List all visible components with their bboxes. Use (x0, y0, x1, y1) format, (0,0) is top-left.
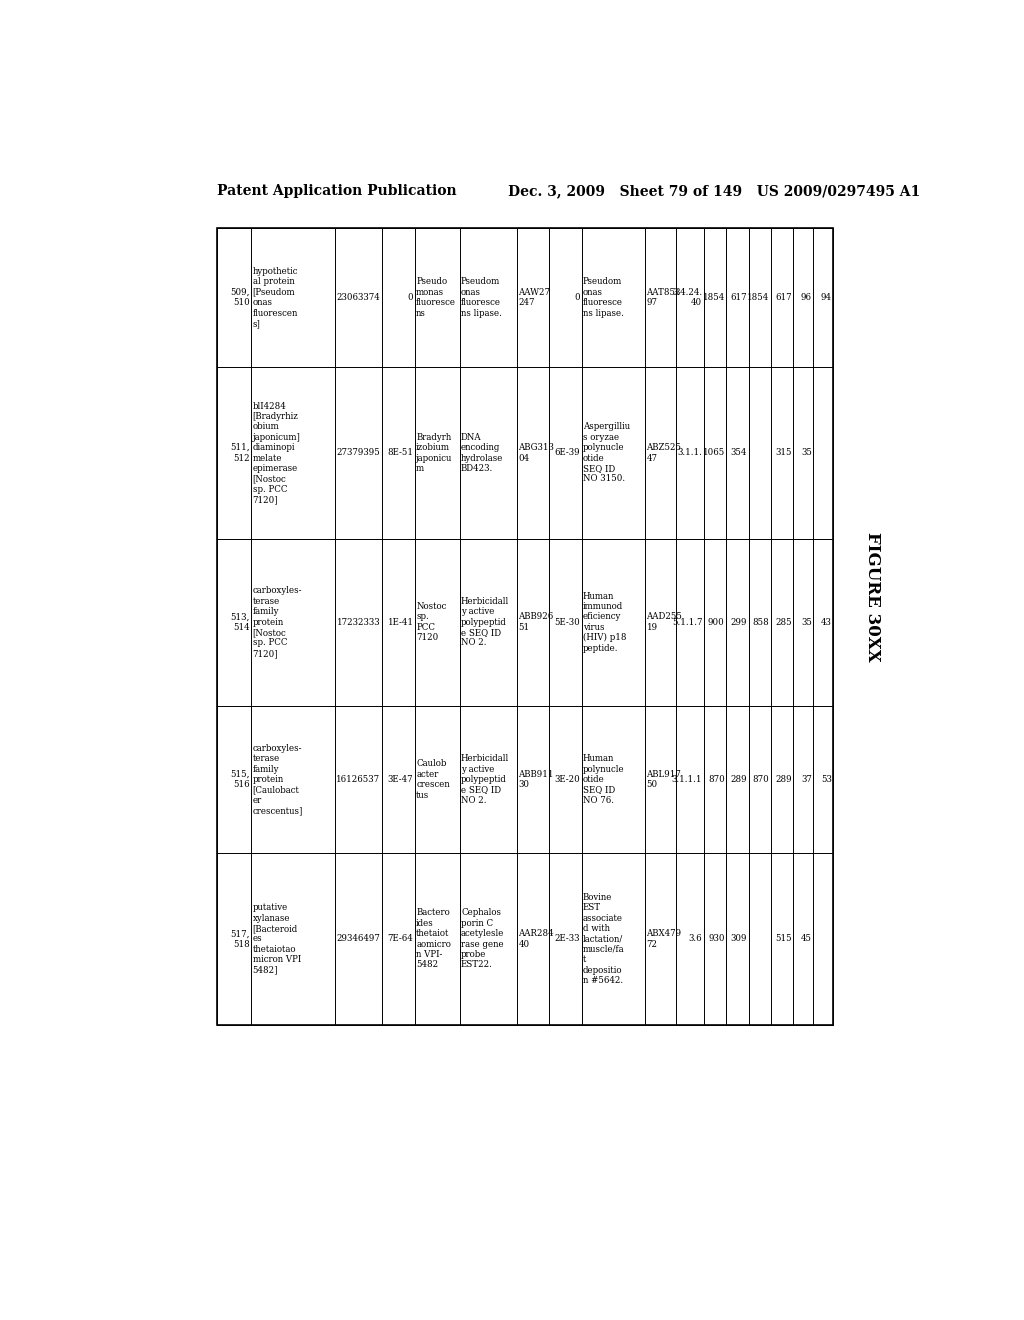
Text: 515: 515 (775, 935, 792, 944)
Text: 858: 858 (753, 618, 769, 627)
Text: 3.6: 3.6 (688, 935, 702, 944)
Text: blI4284
[Bradyrhiz
obium
japonicum]
diaminopi
melate
epimerase
[Nostoc
sp. PCC
7: blI4284 [Bradyrhiz obium japonicum] diam… (253, 401, 300, 504)
Text: 7E-64: 7E-64 (388, 935, 414, 944)
Text: 315: 315 (775, 449, 792, 457)
Text: Herbicidall
y active
polypeptid
e SEQ ID
NO 2.: Herbicidall y active polypeptid e SEQ ID… (461, 597, 509, 648)
Text: 3E-47: 3E-47 (388, 775, 414, 784)
Text: putative
xylanase
[Bacteroid
es
thetaiotao
micron VPI
5482]: putative xylanase [Bacteroid es thetaiot… (253, 903, 301, 974)
Text: 1854: 1854 (702, 293, 725, 302)
Text: 517,
518: 517, 518 (230, 929, 250, 949)
Text: 3E-20: 3E-20 (555, 775, 581, 784)
Text: 515,
516: 515, 516 (230, 770, 250, 789)
Text: 5.1.1.7: 5.1.1.7 (672, 618, 702, 627)
Text: Aspergilliu
s oryzae
polynucle
otide
SEQ ID
NO 3150.: Aspergilliu s oryzae polynucle otide SEQ… (583, 422, 630, 483)
Text: carboxyles-
terase
family
protein
[Caulobact
er
crescentus]: carboxyles- terase family protein [Caulo… (253, 744, 303, 816)
Text: 8E-51: 8E-51 (387, 449, 414, 457)
Text: 6E-39: 6E-39 (555, 449, 581, 457)
Bar (217, 227, 834, 1024)
Text: DNA
encoding
hydrolase
BD423.: DNA encoding hydrolase BD423. (461, 433, 504, 473)
Text: 96: 96 (801, 293, 812, 302)
Text: 17232333: 17232333 (337, 618, 381, 627)
Text: 0: 0 (408, 293, 414, 302)
Text: ABG313
04: ABG313 04 (518, 444, 554, 462)
Text: 43: 43 (821, 618, 831, 627)
Text: 3.1.1.: 3.1.1. (678, 449, 702, 457)
Text: 509,
510: 509, 510 (230, 288, 250, 308)
Text: FIGURE 30XX: FIGURE 30XX (863, 532, 881, 663)
Text: 2E-33: 2E-33 (555, 935, 581, 944)
Text: 3.1.1.1: 3.1.1.1 (672, 775, 702, 784)
Text: Caulob
acter
crescen
tus: Caulob acter crescen tus (416, 759, 450, 800)
Text: 354: 354 (731, 449, 748, 457)
Text: Human
immunod
eficiency
virus
(HIV) p18
peptide.: Human immunod eficiency virus (HIV) p18 … (583, 591, 627, 653)
Text: Patent Application Publication: Patent Application Publication (217, 183, 457, 198)
Text: 45: 45 (801, 935, 812, 944)
Text: 930: 930 (709, 935, 725, 944)
Text: 511,
512: 511, 512 (230, 444, 250, 462)
Text: 513,
514: 513, 514 (230, 612, 250, 632)
Text: 617: 617 (730, 293, 748, 302)
Text: Dec. 3, 2009   Sheet 79 of 149   US 2009/0297495 A1: Dec. 3, 2009 Sheet 79 of 149 US 2009/029… (508, 183, 920, 198)
Text: 35: 35 (801, 449, 812, 457)
Text: Pseudom
onas
fluoresce
ns lipase.: Pseudom onas fluoresce ns lipase. (583, 277, 624, 318)
Text: ABB926
51: ABB926 51 (518, 612, 554, 632)
Text: 27379395: 27379395 (337, 449, 381, 457)
Text: 617: 617 (775, 293, 792, 302)
Text: 94: 94 (820, 293, 831, 302)
Text: 289: 289 (730, 775, 748, 784)
Text: Cephalos
porin C
acetylesle
rase gene
probe
EST22.: Cephalos porin C acetylesle rase gene pr… (461, 908, 505, 969)
Text: Bactero
ides
thetaiot
aomicro
n VPI-
5482: Bactero ides thetaiot aomicro n VPI- 548… (416, 908, 451, 969)
Text: 5E-30: 5E-30 (555, 618, 581, 627)
Text: 1854: 1854 (748, 293, 769, 302)
Text: 29346497: 29346497 (337, 935, 381, 944)
Text: Herbicidall
y active
polypeptid
e SEQ ID
NO 2.: Herbicidall y active polypeptid e SEQ ID… (461, 754, 509, 805)
Text: 870: 870 (753, 775, 769, 784)
Text: Nostoc
sp.
PCC
7120: Nostoc sp. PCC 7120 (416, 602, 446, 643)
Text: Pseudo
monas
fluoresce
ns: Pseudo monas fluoresce ns (416, 277, 457, 318)
Text: 37: 37 (801, 775, 812, 784)
Text: 1E-41: 1E-41 (387, 618, 414, 627)
Text: 3.4.24.
40: 3.4.24. 40 (672, 288, 702, 308)
Text: 289: 289 (775, 775, 792, 784)
Text: ABB911
30: ABB911 30 (518, 770, 554, 789)
Text: 16126537: 16126537 (336, 775, 381, 784)
Text: AAD255
19: AAD255 19 (646, 612, 682, 632)
Text: ABZ525
47: ABZ525 47 (646, 444, 681, 462)
Text: 0: 0 (574, 293, 581, 302)
Text: Pseudom
onas
fluoresce
ns lipase.: Pseudom onas fluoresce ns lipase. (461, 277, 502, 318)
Text: AAT853
97: AAT853 97 (646, 288, 681, 308)
Text: ABX479
72: ABX479 72 (646, 929, 682, 949)
Text: Bovine
EST
associate
d with
lactation/
muscle/fa
t
depositio
n #5642.: Bovine EST associate d with lactation/ m… (583, 892, 625, 985)
Text: carboxyles-
terase
family
protein
[Nostoc
sp. PCC
7120]: carboxyles- terase family protein [Nosto… (253, 586, 302, 657)
Text: 870: 870 (708, 775, 725, 784)
Text: hypothetic
al protein
[Pseudom
onas
fluorescen
s]: hypothetic al protein [Pseudom onas fluo… (253, 267, 298, 327)
Text: 309: 309 (730, 935, 748, 944)
Text: 299: 299 (730, 618, 748, 627)
Text: 900: 900 (708, 618, 725, 627)
Text: Human
polynucle
otide
SEQ ID
NO 76.: Human polynucle otide SEQ ID NO 76. (583, 754, 625, 805)
Text: Bradyrh
izobium
japonicu
m: Bradyrh izobium japonicu m (416, 433, 453, 473)
Text: 35: 35 (801, 618, 812, 627)
Text: 23063374: 23063374 (337, 293, 381, 302)
Text: 53: 53 (821, 775, 831, 784)
Text: ABL917
50: ABL917 50 (646, 770, 681, 789)
Text: AAR284
40: AAR284 40 (518, 929, 554, 949)
Text: AAW27
247: AAW27 247 (518, 288, 550, 308)
Text: 285: 285 (775, 618, 792, 627)
Text: 1065: 1065 (702, 449, 725, 457)
